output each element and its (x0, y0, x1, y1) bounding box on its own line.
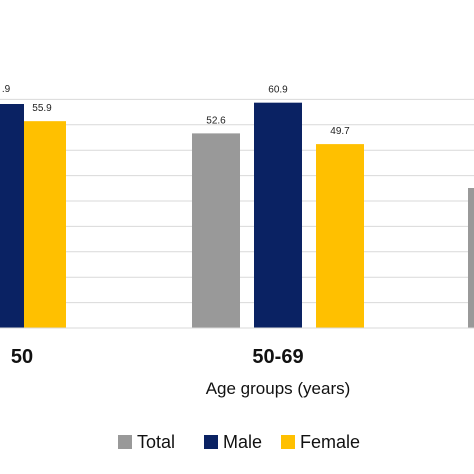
category-label-1: 50 (11, 346, 33, 368)
data-label-female-2: 49.7 (330, 126, 350, 137)
data-label-male-1: .9 (2, 84, 11, 95)
legend-label-female: Female (300, 432, 360, 452)
legend-swatch-total (118, 435, 132, 449)
bar-total-3 (468, 188, 474, 328)
bar-male-1 (0, 104, 24, 328)
legend: Total Male Female (118, 432, 360, 452)
bar-female-1 (18, 121, 66, 328)
bar-total-2 (192, 133, 240, 328)
legend-label-total: Total (137, 432, 175, 452)
bar-female-2 (316, 144, 364, 328)
bars (0, 102, 474, 328)
data-label-female-1: 55.9 (32, 103, 52, 114)
bar-male-2 (254, 102, 302, 328)
data-label-total-2: 52.6 (206, 115, 226, 126)
legend-swatch-male (204, 435, 218, 449)
category-label-2: 50-69 (252, 346, 303, 368)
data-labels: .9 55.9 52.6 60.9 49.7 (2, 84, 350, 137)
legend-swatch-female (281, 435, 295, 449)
data-label-male-2: 60.9 (268, 85, 288, 96)
legend-label-male: Male (223, 432, 262, 452)
x-axis-title: Age groups (years) (206, 379, 351, 398)
